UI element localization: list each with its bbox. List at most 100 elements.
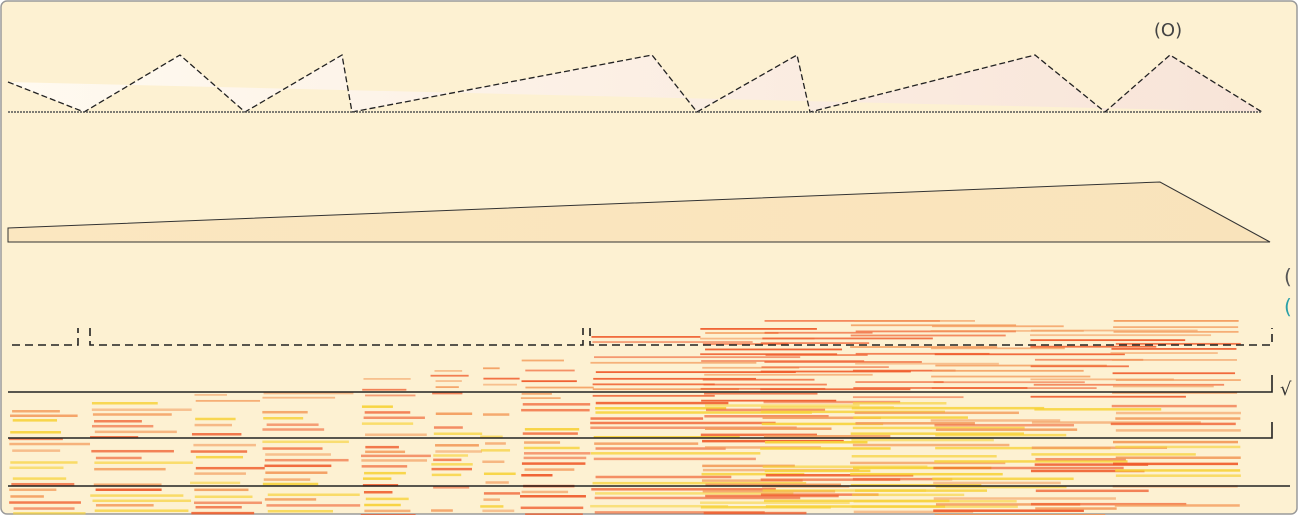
spectral-streak: [1033, 383, 1225, 386]
spectral-streak: [932, 477, 1074, 481]
spectral-streak: [523, 452, 591, 455]
spectral-streak: [480, 449, 511, 452]
spectral-streak: [701, 472, 805, 476]
spectral-streak: [850, 334, 1006, 337]
spectral-streak: [431, 463, 473, 466]
spectral-streak: [1113, 326, 1239, 329]
spectral-streak: [935, 364, 1107, 367]
spectral-streak: [853, 466, 992, 470]
spectral-streak: [931, 375, 1091, 378]
spectral-streak: [594, 356, 801, 359]
spectral-streak: [363, 378, 411, 380]
spectral-streak: [94, 419, 142, 423]
spectral-streak: [1035, 457, 1126, 461]
spectral-streak: [520, 397, 561, 400]
spectral-streak: [704, 392, 818, 395]
spectral-streak: [935, 446, 1111, 450]
spectral-streak: [855, 422, 975, 425]
spectral-streak: [482, 509, 515, 513]
spectral-streak: [363, 490, 393, 494]
spectral-streak: [592, 341, 753, 343]
spectral-streak: [704, 404, 860, 407]
spectral-streak: [483, 367, 500, 370]
spectral-streak: [522, 432, 578, 435]
spectral-streak: [483, 377, 520, 380]
spectral-streak: [485, 481, 509, 484]
spectral-streak: [1034, 358, 1144, 361]
spectral-streak: [1115, 379, 1241, 381]
spectral-streak: [590, 452, 761, 455]
spectral-streak: [705, 483, 842, 487]
spectral-streak: [431, 473, 462, 477]
spectral-streak: [704, 415, 829, 418]
spectral-streak: [931, 387, 1097, 389]
spectral-streak: [1112, 372, 1236, 375]
spectral-streak: [434, 370, 463, 372]
spectral-streak: [595, 407, 727, 410]
spectral-streak: [705, 348, 843, 351]
spectral-streak: [760, 478, 901, 481]
spectral-streak: [1112, 385, 1214, 388]
spectral-streak: [1110, 422, 1236, 426]
spectral-streak: [1115, 456, 1241, 459]
spectral-streak: [480, 435, 503, 439]
spectral-streak: [10, 414, 78, 418]
spectral-streak: [1034, 408, 1162, 411]
spectral-streak: [594, 496, 801, 500]
spectral-streak: [595, 447, 726, 450]
bracket: [12, 328, 79, 346]
spectral-streak: [592, 394, 715, 397]
check-label: √: [1280, 379, 1292, 400]
spectral-streak: [852, 369, 956, 372]
spectral-streak: [590, 426, 797, 429]
spectral-streak: [1035, 489, 1149, 493]
spectral-streak: [1030, 339, 1186, 342]
spectral-streak: [267, 509, 334, 513]
bracket: [8, 422, 1273, 439]
spectral-streak: [760, 406, 894, 409]
envelope-fill: [8, 55, 1262, 112]
spectral-streak: [9, 442, 91, 446]
spectral-streak: [934, 353, 1125, 356]
spectral-streak: [433, 432, 483, 435]
spectral-streak: [9, 488, 57, 492]
spectral-streak: [1031, 421, 1201, 424]
spectral-streak: [1030, 345, 1157, 348]
spectral-streak: [190, 481, 241, 485]
spectral-streak: [483, 472, 516, 476]
spectral-streak: [763, 400, 901, 404]
spectral-streak: [762, 465, 928, 468]
spectral-streak: [92, 413, 172, 416]
spectral-streak: [195, 455, 244, 459]
spectral-streak: [595, 411, 812, 414]
spectral-streak: [700, 328, 817, 330]
spectral-streak: [1114, 504, 1240, 507]
spectral-streak: [263, 392, 354, 395]
spectral-streak: [362, 388, 407, 391]
spectrogram: [8, 320, 1241, 515]
spectral-streak: [595, 475, 732, 479]
spectral-streak: [933, 466, 1124, 470]
spectral-streak: [593, 377, 756, 380]
spectral-streak: [933, 381, 1085, 384]
spectral-streak: [483, 383, 517, 386]
spectral-streak: [262, 447, 323, 450]
spectral-streak: [702, 378, 815, 381]
spectral-streak: [1113, 320, 1239, 322]
spectral-streak: [94, 467, 166, 471]
spectral-streak: [10, 495, 44, 498]
spectral-streak: [764, 320, 940, 322]
spectral-streak: [935, 433, 1067, 437]
spectral-streak: [1115, 474, 1241, 477]
spectral-streak: [522, 403, 591, 406]
spectral-streak: [262, 440, 349, 444]
spectral-streak: [852, 493, 965, 497]
spectral-streak: [855, 381, 944, 383]
spectral-streak: [12, 449, 61, 452]
spectral-streak: [194, 488, 249, 492]
envelope-line: [7, 53, 1263, 113]
spectral-streak: [595, 371, 796, 374]
spectral-streak: [433, 486, 470, 489]
